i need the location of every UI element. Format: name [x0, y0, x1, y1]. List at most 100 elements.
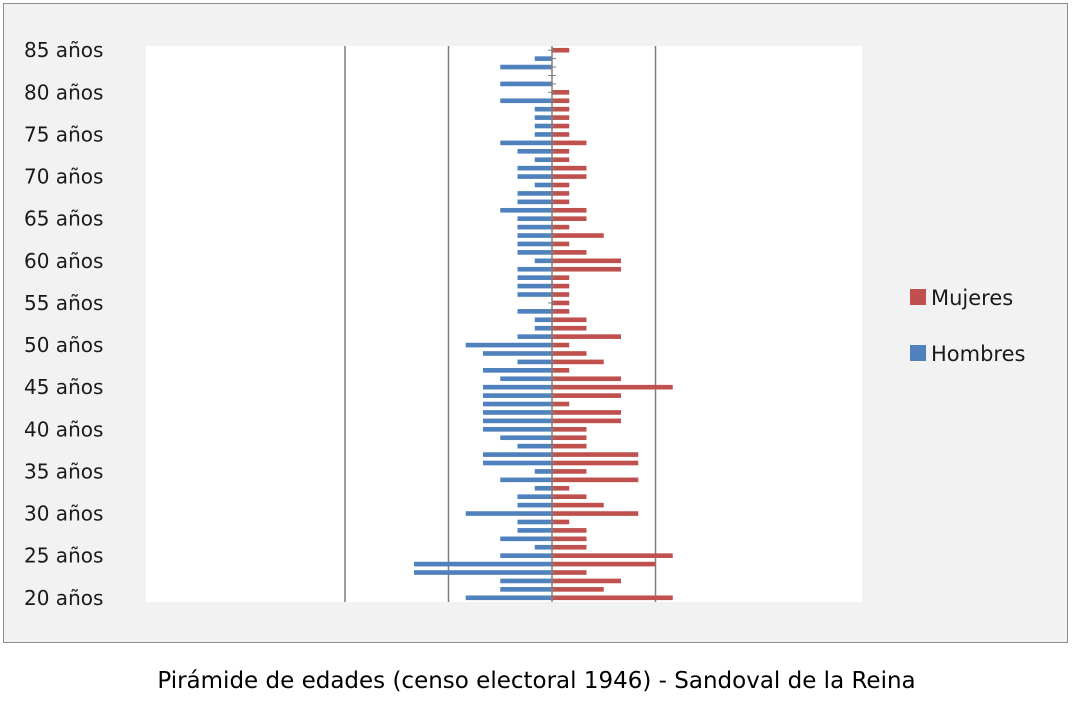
bar-hombres-58 — [517, 275, 552, 280]
bar-hombres-38 — [517, 443, 552, 449]
y-tick-label: 45 años — [24, 375, 103, 399]
bar-hombres-26 — [534, 544, 552, 550]
bar-hombres-74 — [500, 140, 552, 146]
bar-hombres-24 — [414, 561, 552, 567]
chart-caption: Pirámide de edades (censo electoral 1946… — [157, 668, 916, 694]
bar-mujeres-38 — [552, 443, 587, 449]
bar-mujeres-77 — [552, 115, 570, 120]
bar-mujeres-29 — [552, 519, 570, 525]
bar-mujeres-68 — [552, 191, 570, 196]
chart-frame: 20 años 25 años 30 años 35 años 40 años 45 añ… — [3, 3, 1068, 643]
bar-hombres-36 — [483, 460, 552, 466]
bar-hombres-77 — [534, 115, 552, 120]
bar-mujeres-26 — [552, 544, 587, 550]
bar-mujeres-71 — [552, 165, 587, 171]
bar-mujeres-50 — [552, 342, 570, 348]
bar-hombres-64 — [517, 224, 552, 230]
bar-hombres-67 — [517, 199, 552, 205]
bar-hombres-32 — [517, 494, 552, 500]
bar-mujeres-24 — [552, 561, 656, 567]
bar-hombres-49 — [483, 351, 552, 356]
y-tick-label: 55 años — [24, 291, 103, 315]
bar-hombres-30 — [465, 511, 552, 516]
bar-mujeres-33 — [552, 485, 570, 491]
y-tick-label: 50 años — [24, 333, 103, 357]
bar-hombres-69 — [534, 182, 552, 188]
bar-mujeres-62 — [552, 241, 570, 247]
bar-mujeres-23 — [552, 570, 587, 575]
bar-mujeres-28 — [552, 528, 587, 533]
y-tick-label: 35 años — [24, 459, 103, 483]
bar-hombres-54 — [517, 309, 552, 314]
bar-mujeres-42 — [552, 410, 621, 415]
bar-hombres-61 — [517, 250, 552, 255]
bar-hombres-39 — [500, 435, 552, 441]
population-pyramid-chart: 20 años 25 años 30 años 35 años 40 años 45 añ… — [24, 38, 1025, 610]
bar-mujeres-35 — [552, 469, 587, 474]
bar-mujeres-72 — [552, 157, 570, 163]
y-tick-label: 65 años — [24, 207, 103, 231]
bar-mujeres-47 — [552, 368, 570, 373]
bar-mujeres-37 — [552, 452, 639, 457]
bar-mujeres-20 — [552, 595, 673, 601]
bar-hombres-71 — [517, 165, 552, 171]
bar-mujeres-48 — [552, 359, 604, 365]
legend-swatch — [910, 289, 926, 305]
y-tick-label: 80 años — [24, 80, 103, 104]
bar-hombres-43 — [483, 401, 552, 407]
legend-swatch — [910, 345, 926, 361]
bar-hombres-63 — [517, 233, 552, 238]
bar-mujeres-65 — [552, 216, 587, 222]
bar-mujeres-56 — [552, 292, 570, 297]
bar-mujeres-70 — [552, 174, 587, 179]
legend-label: Hombres — [931, 342, 1025, 366]
bar-mujeres-57 — [552, 283, 570, 289]
bar-mujeres-21 — [552, 587, 604, 592]
bar-mujeres-61 — [552, 250, 587, 255]
bar-hombres-53 — [534, 317, 552, 323]
bar-mujeres-30 — [552, 511, 639, 516]
bar-mujeres-80 — [552, 90, 570, 95]
legend-label: Mujeres — [931, 286, 1013, 310]
bar-hombres-83 — [500, 64, 552, 70]
bar-mujeres-43 — [552, 401, 570, 407]
bar-hombres-46 — [500, 376, 552, 382]
bar-mujeres-78 — [552, 106, 570, 112]
bar-mujeres-44 — [552, 393, 621, 398]
bar-hombres-29 — [517, 519, 552, 525]
bar-mujeres-54 — [552, 309, 570, 314]
bar-hombres-45 — [483, 384, 552, 390]
bar-mujeres-60 — [552, 258, 621, 264]
bar-hombres-66 — [500, 207, 552, 213]
bar-mujeres-69 — [552, 182, 570, 188]
y-axis-tick-labels: 20 años 25 años 30 años 35 años 40 años 45 añ… — [24, 38, 103, 610]
bar-mujeres-76 — [552, 123, 570, 129]
bar-hombres-35 — [534, 469, 552, 474]
bar-hombres-81 — [500, 81, 552, 87]
bar-mujeres-73 — [552, 148, 570, 154]
bar-mujeres-58 — [552, 275, 570, 280]
y-tick-label: 70 años — [24, 165, 103, 189]
bar-hombres-33 — [534, 485, 552, 491]
bar-hombres-23 — [414, 570, 552, 575]
bar-hombres-78 — [534, 106, 552, 112]
legend: Mujeres Hombres — [910, 286, 1025, 366]
bar-hombres-44 — [483, 393, 552, 398]
bar-hombres-48 — [517, 359, 552, 365]
bar-mujeres-53 — [552, 317, 587, 323]
bar-mujeres-55 — [552, 300, 570, 306]
bar-mujeres-52 — [552, 325, 587, 331]
bar-mujeres-51 — [552, 334, 621, 339]
y-tick-label: 30 años — [24, 502, 103, 526]
y-tick-label: 60 años — [24, 249, 103, 273]
bar-mujeres-85 — [552, 47, 570, 53]
bar-hombres-76 — [534, 123, 552, 129]
bar-hombres-21 — [500, 587, 552, 592]
bar-mujeres-41 — [552, 418, 621, 424]
bar-hombres-52 — [534, 325, 552, 331]
y-tick-label: 20 años — [24, 586, 103, 610]
bar-hombres-22 — [500, 578, 552, 584]
bar-hombres-51 — [517, 334, 552, 339]
bar-mujeres-31 — [552, 502, 604, 508]
bars — [414, 46, 673, 602]
